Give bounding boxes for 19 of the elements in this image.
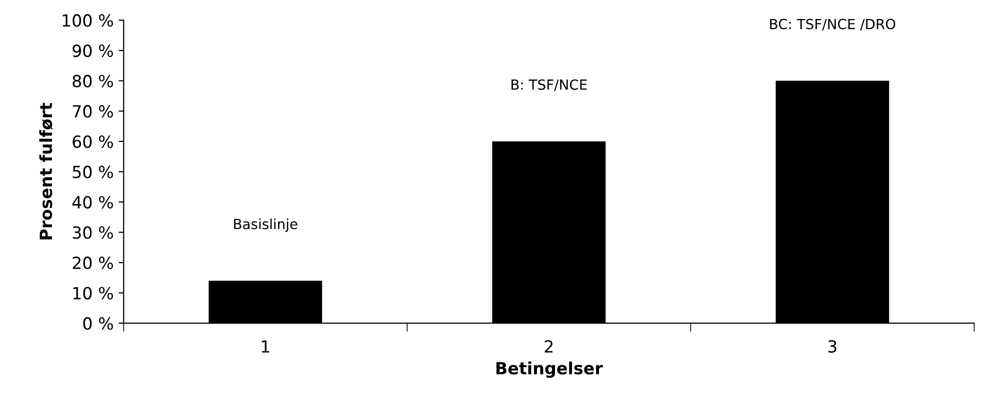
y-tick-label: 60 % [72,135,113,148]
annotation: B: TSF/NCE [512,79,587,91]
x-axis-title: Betingelser [496,362,603,378]
annotation: Basislinje [234,218,298,232]
y-axis-title: Prosent fulført [39,102,53,240]
x-tick-label: 1 [262,340,270,353]
y-tick-label: 20 % [72,256,113,270]
y-tick-label: 10 % [73,286,113,300]
y-tick-label: 0 % [83,317,113,330]
y-tick-label: 30 % [72,226,113,239]
y-tick-label: 50 % [72,166,113,178]
y-tick-label: 70 % [72,105,113,118]
annotation: BC: TSF/NCE /DRO [770,18,896,30]
x-tick-label: 3 [828,340,836,353]
x-tick-label: 2 [544,340,553,353]
y-tick-label: 80 % [72,74,113,88]
y-tick-label: 40 % [72,196,113,209]
y-tick-label: 90 % [72,44,113,58]
y-tick-label: 100 % [62,14,113,27]
